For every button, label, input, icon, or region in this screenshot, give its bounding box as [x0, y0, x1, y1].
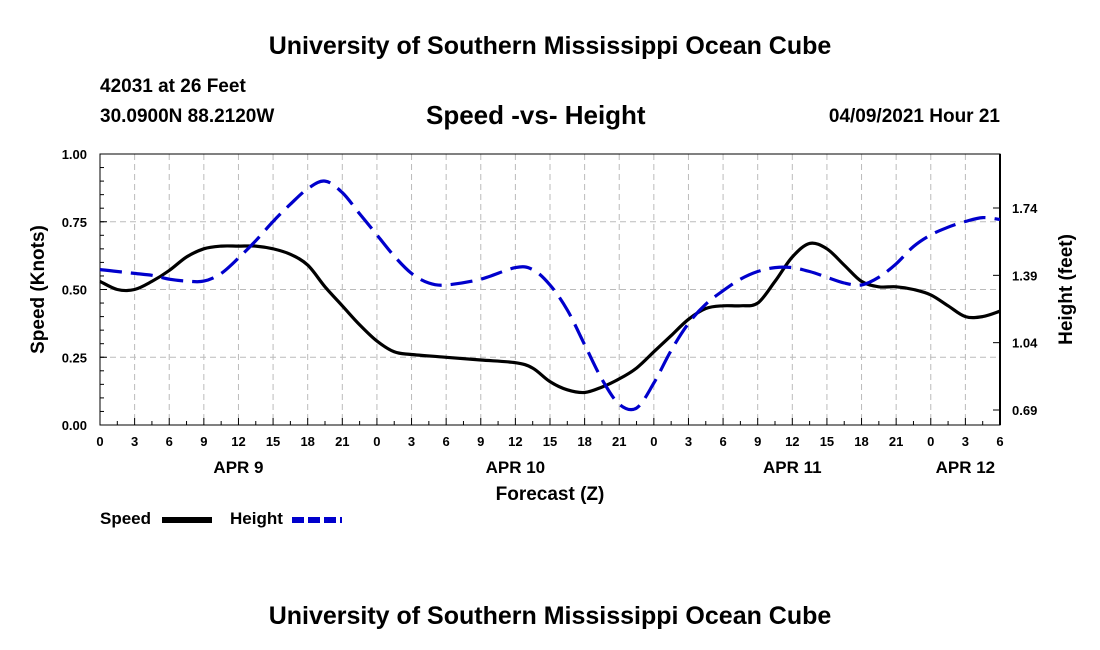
x-tick-label: 21: [889, 434, 903, 449]
x-tick-label: 0: [927, 434, 934, 449]
legend-height-label: Height: [230, 509, 283, 528]
grid: [100, 154, 1000, 425]
legend-height-swatch: [292, 517, 342, 523]
x-tick-label: 3: [962, 434, 969, 449]
x-tick-label: 21: [335, 434, 349, 449]
y-tick-label: 0.00: [62, 418, 87, 433]
y2-axis-label: Height (feet): [1056, 234, 1077, 345]
legend-speed-swatch: [162, 517, 212, 523]
station-label: 42031 at 26 Feet: [100, 76, 246, 97]
x-tick-label: 3: [685, 434, 692, 449]
footer-title: University of Southern Mississippi Ocean…: [268, 602, 832, 630]
x-tick-label: 12: [508, 434, 522, 449]
x-tick-label: 12: [785, 434, 799, 449]
coords-label: 30.0900N 88.2120W: [100, 106, 275, 127]
x-tick-label: 6: [996, 434, 1003, 449]
x-tick-label: 18: [854, 434, 868, 449]
x-tick-label: 15: [266, 434, 280, 449]
y2-tick-label: 1.04: [1012, 336, 1038, 351]
x-tick-label: 9: [477, 434, 484, 449]
x-axis-label: Forecast (Z): [496, 484, 605, 505]
x-tick-label: 0: [96, 434, 103, 449]
x-tick-label: 3: [131, 434, 138, 449]
date-label: APR 10: [486, 458, 546, 477]
y-tick-label: 0.50: [62, 283, 87, 298]
axes: [99, 153, 1001, 426]
date-label: APR 11: [763, 458, 822, 477]
x-tick-label: 0: [650, 434, 657, 449]
x-tick-label: 21: [612, 434, 626, 449]
x-tick-label: 9: [754, 434, 761, 449]
x-tick-label: 9: [200, 434, 207, 449]
y2-tick-label: 1.39: [1012, 268, 1037, 283]
date-label: APR 12: [936, 458, 996, 477]
y-axis-label: Speed (Knots): [28, 225, 49, 354]
y-tick-label: 1.00: [62, 147, 87, 162]
x-tick-label: 0: [373, 434, 380, 449]
chart-title: Speed -vs- Height: [426, 100, 646, 130]
series-layer: [99, 179, 1001, 412]
x-tick-label: 6: [166, 434, 173, 449]
axis-labels: 0 3 6 9 12 15 18 21 0 3 6 9 12 15 18 21 0 3 6 9 12 15 18 21 0 3 6 0…: [28, 147, 1077, 505]
x-tick-label: 3: [408, 434, 415, 449]
timestamp-label: 04/09/2021 Hour 21: [828, 106, 1000, 127]
speed-series-line: [99, 241, 1001, 395]
y-tick-label: 0.25: [62, 350, 87, 365]
x-tick-label: 6: [443, 434, 450, 449]
x-tick-label: 18: [577, 434, 591, 449]
legend-speed-label: Speed: [100, 509, 152, 528]
date-label: APR 9: [213, 458, 263, 477]
y2-tick-label: 0.69: [1012, 403, 1037, 418]
x-tick-label: 18: [300, 434, 314, 449]
x-tick-label: 6: [719, 434, 726, 449]
x-tick-label: 15: [820, 434, 834, 449]
y-tick-label: 0.75: [62, 215, 87, 230]
page-title: University of Southern Mississippi Ocean…: [268, 32, 832, 60]
x-tick-label: 15: [543, 434, 557, 449]
height-series-line: [99, 179, 1001, 412]
y2-tick-label: 1.74: [1012, 201, 1038, 216]
x-tick-label: 12: [231, 434, 245, 449]
